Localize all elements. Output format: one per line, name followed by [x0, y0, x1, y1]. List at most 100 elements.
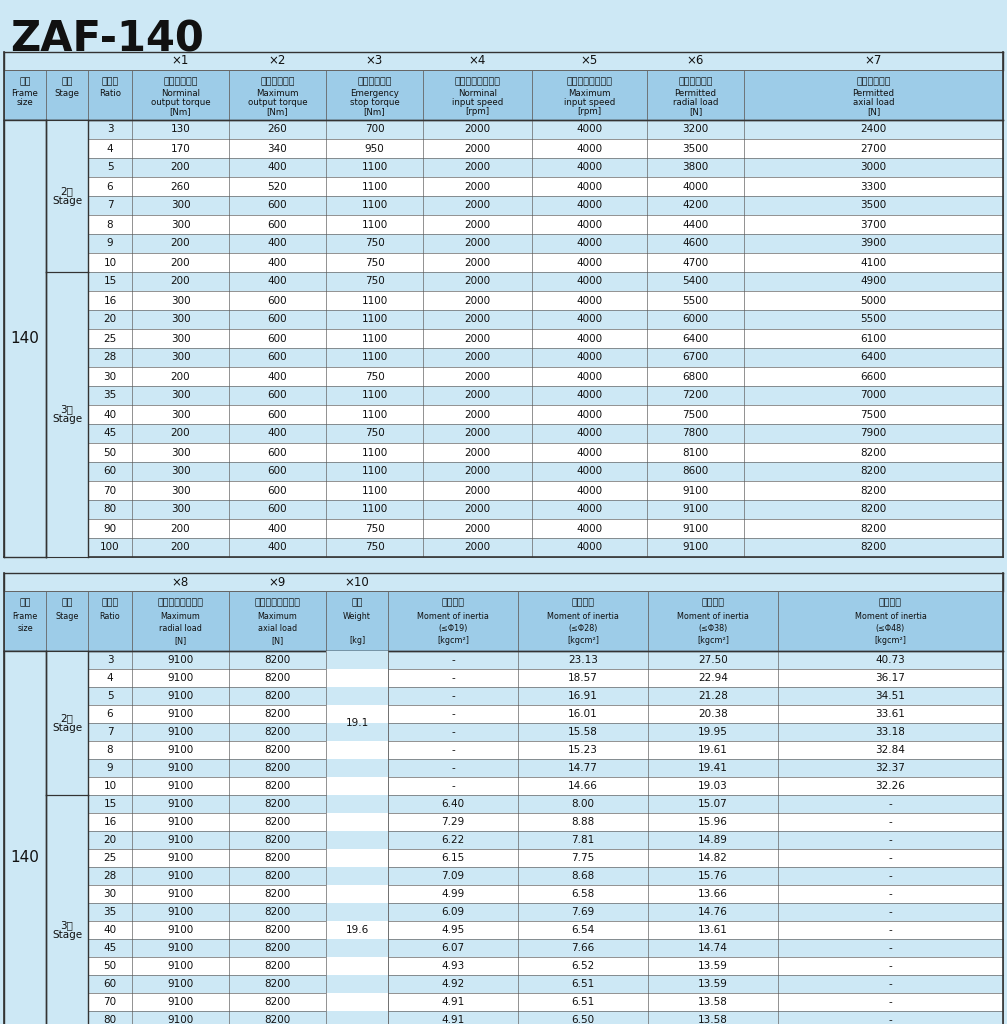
Text: 4000: 4000 [576, 447, 602, 458]
Text: 容许径向负荷: 容许径向负荷 [679, 78, 713, 86]
Text: output torque: output torque [248, 98, 307, 106]
Text: Stage: Stage [54, 88, 80, 97]
Bar [326, 1011, 388, 1024]
Bar [4, 70, 1003, 120]
Bar [4, 687, 1003, 705]
Text: axial load: axial load [258, 625, 297, 633]
Bar [326, 723, 388, 741]
Bar [4, 291, 1003, 310]
Bar [4, 215, 1003, 234]
Bar [326, 813, 388, 831]
Text: Stage: Stage [55, 612, 79, 622]
Text: 23.13: 23.13 [568, 655, 598, 665]
Text: axial load: axial load [853, 98, 894, 106]
Text: 重量: 重量 [351, 598, 363, 607]
Text: 9100: 9100 [167, 1015, 193, 1024]
Text: 3000: 3000 [860, 163, 886, 172]
Text: 4000: 4000 [576, 428, 602, 438]
Text: 32.84: 32.84 [875, 745, 905, 755]
Text: 4000: 4000 [576, 201, 602, 211]
Text: 16.91: 16.91 [568, 691, 598, 701]
Text: 8200: 8200 [265, 943, 291, 953]
Bar [4, 651, 1003, 669]
Bar [4, 519, 1003, 538]
Text: 200: 200 [171, 276, 190, 287]
Text: ×5: ×5 [581, 54, 598, 68]
Text: 10: 10 [104, 257, 117, 267]
Text: 8200: 8200 [860, 505, 886, 514]
Text: 300: 300 [171, 467, 190, 476]
Text: 300: 300 [171, 334, 190, 343]
Text: 6000: 6000 [683, 314, 709, 325]
Text: 3500: 3500 [860, 201, 886, 211]
Text: 6.09: 6.09 [441, 907, 464, 918]
Text: -: - [888, 907, 892, 918]
Text: 3300: 3300 [860, 181, 886, 191]
Text: Frame: Frame [12, 612, 37, 622]
Text: 8200: 8200 [265, 709, 291, 719]
Bar [326, 705, 388, 723]
Bar [4, 813, 1003, 831]
Bar [4, 669, 1003, 687]
Text: 600: 600 [268, 485, 287, 496]
Text: 6.15: 6.15 [441, 853, 464, 863]
Bar [4, 120, 1003, 139]
Text: -: - [451, 763, 455, 773]
Bar [4, 120, 46, 557]
Text: 2000: 2000 [464, 125, 490, 134]
Text: 6.52: 6.52 [571, 961, 594, 971]
Text: 2000: 2000 [464, 505, 490, 514]
Text: 1100: 1100 [362, 485, 388, 496]
Bar [326, 669, 388, 687]
Text: 5: 5 [107, 691, 114, 701]
Bar [46, 120, 88, 272]
Bar [4, 177, 1003, 196]
Bar [4, 795, 1003, 813]
Text: ×2: ×2 [269, 54, 286, 68]
Text: 6.50: 6.50 [571, 1015, 594, 1024]
Text: 9: 9 [107, 239, 114, 249]
Text: 8200: 8200 [265, 997, 291, 1007]
Text: 8200: 8200 [265, 655, 291, 665]
Text: 400: 400 [268, 257, 287, 267]
Text: 4.91: 4.91 [441, 1015, 464, 1024]
Text: 2000: 2000 [464, 428, 490, 438]
Text: 300: 300 [171, 390, 190, 400]
Text: ×8: ×8 [172, 575, 189, 589]
Text: size: size [17, 98, 33, 106]
Bar [326, 849, 388, 867]
Text: 400: 400 [268, 428, 287, 438]
Text: 4.93: 4.93 [441, 961, 464, 971]
Text: 600: 600 [268, 390, 287, 400]
Text: 60: 60 [104, 979, 117, 989]
Text: 容许最大径向负荷: 容许最大径向负荷 [157, 598, 203, 607]
Text: 8200: 8200 [265, 691, 291, 701]
Text: 600: 600 [268, 201, 287, 211]
Text: 2000: 2000 [464, 334, 490, 343]
Text: 6.07: 6.07 [441, 943, 464, 953]
Text: 600: 600 [268, 219, 287, 229]
Text: Moment of inertia: Moment of inertia [855, 612, 926, 622]
Text: 9100: 9100 [683, 505, 709, 514]
Text: 5500: 5500 [860, 314, 886, 325]
Text: 600: 600 [268, 447, 287, 458]
Text: 8200: 8200 [860, 447, 886, 458]
Text: 2000: 2000 [464, 447, 490, 458]
Text: 2000: 2000 [464, 485, 490, 496]
Text: 1100: 1100 [362, 467, 388, 476]
Text: 15.07: 15.07 [698, 799, 728, 809]
Text: (≤Φ48): (≤Φ48) [876, 625, 905, 633]
Text: 4.95: 4.95 [441, 925, 464, 935]
Text: 14.77: 14.77 [568, 763, 598, 773]
Text: 19.61: 19.61 [698, 745, 728, 755]
Text: 140: 140 [10, 851, 39, 865]
Text: [rpm]: [rpm] [577, 108, 601, 117]
Text: 4400: 4400 [683, 219, 709, 229]
Text: 14.82: 14.82 [698, 853, 728, 863]
Text: 9100: 9100 [167, 691, 193, 701]
Text: 惯性力矩: 惯性力矩 [572, 598, 594, 607]
Text: 9100: 9100 [167, 889, 193, 899]
Text: 9100: 9100 [683, 485, 709, 496]
Text: 750: 750 [365, 276, 385, 287]
Text: 4.99: 4.99 [441, 889, 464, 899]
